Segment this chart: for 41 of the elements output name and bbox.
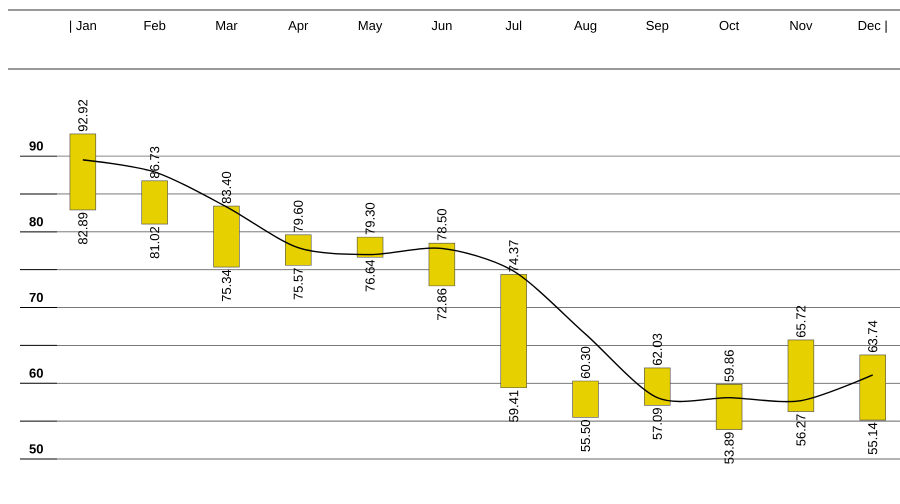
x-tick-label: Nov — [790, 21, 812, 30]
annotation: 55.50 — [580, 420, 590, 452]
annotation: 55.14 — [868, 422, 878, 454]
x-tick-label: | Jan — [70, 20, 96, 33]
data-label: 62.03 — [652, 334, 662, 366]
y-tick-label: 90 — [29, 141, 43, 151]
data-label: 86.73 — [150, 146, 160, 178]
data-label: 79.30 — [365, 202, 375, 234]
data-label: 74.37 — [509, 240, 518, 272]
annotation: 72.86 — [437, 288, 446, 320]
data-label: 92.92 — [78, 100, 88, 132]
x-tick-label: Feb — [144, 20, 166, 30]
annotation: 57.09 — [652, 408, 662, 440]
x-tick-label: Oct — [720, 20, 740, 30]
y-tick-label: 60 — [29, 368, 43, 378]
data-label: 83.40 — [222, 172, 232, 204]
data-label: 78.50 — [437, 208, 446, 240]
x-tick-label: Jul — [506, 20, 522, 30]
x-tick-label: May — [358, 21, 382, 33]
annotation: 82.89 — [78, 212, 88, 244]
data-label: 79.60 — [294, 200, 303, 232]
x-tick-label: Sep — [646, 20, 668, 33]
annotation: 59.41 — [509, 390, 518, 422]
annotation: 75.34 — [222, 270, 232, 302]
annotation: 53.89 — [724, 432, 734, 464]
y-tick-label: 80 — [29, 217, 43, 226]
x-tick-label: Jun — [432, 21, 452, 30]
data-label: 60.30 — [580, 346, 590, 378]
x-tick-label: Dec | — [858, 20, 887, 33]
annotation: 75.57 — [294, 268, 303, 300]
annotation: 81.02 — [150, 226, 160, 258]
x-tick-label: Mar — [216, 21, 238, 30]
annotation: 76.64 — [365, 260, 375, 292]
data-label: 65.72 — [796, 306, 806, 338]
y-tick-label: 70 — [30, 292, 43, 302]
data-label: 59.86 — [724, 350, 734, 382]
x-tick-label: Apr — [288, 21, 308, 33]
y-tick-label: 50 — [29, 444, 43, 454]
data-label: 63.74 — [868, 320, 878, 352]
annotation: 56.27 — [796, 414, 806, 446]
x-tick-label: Aug — [574, 21, 596, 33]
